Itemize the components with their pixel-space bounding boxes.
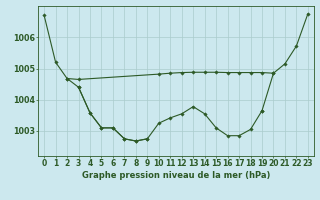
X-axis label: Graphe pression niveau de la mer (hPa): Graphe pression niveau de la mer (hPa) <box>82 171 270 180</box>
